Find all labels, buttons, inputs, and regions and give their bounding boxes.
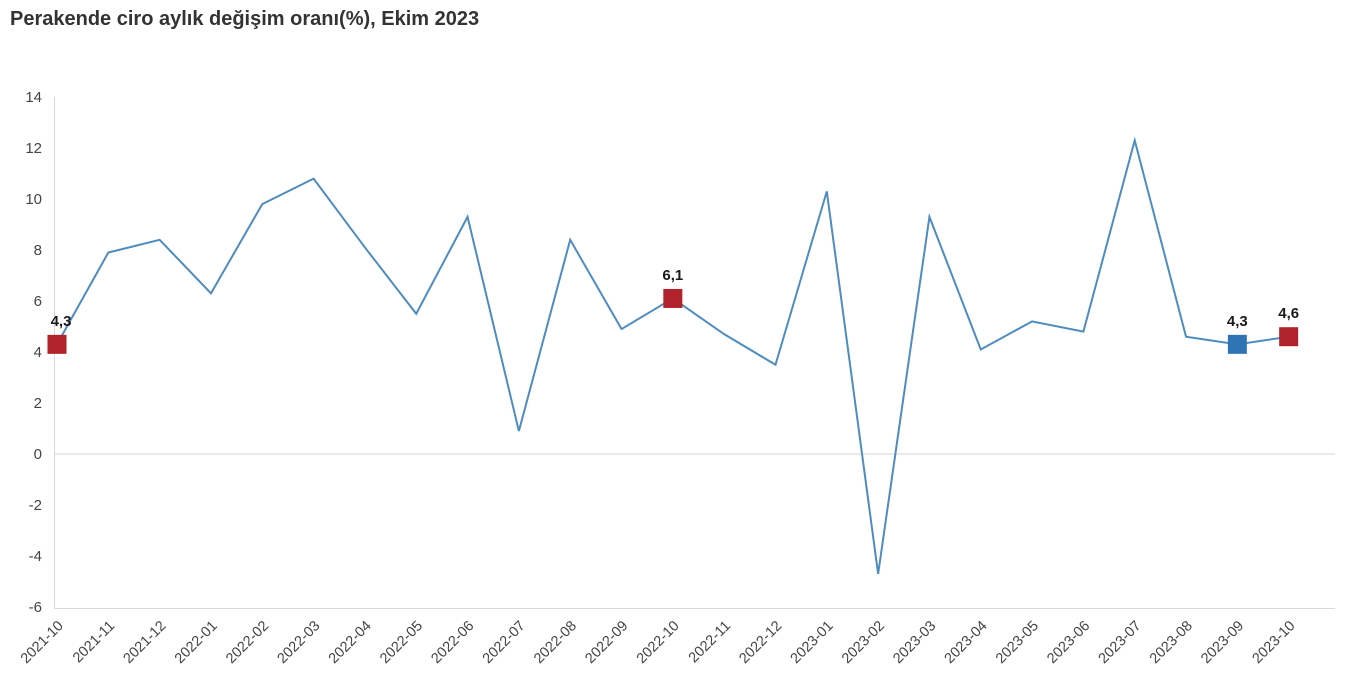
point-marker-2023-09 [1227,334,1247,354]
y-axis-tick-label: 10 [25,191,42,208]
x-axis-tick-label: 2022-05 [377,618,426,667]
x-axis-tick-label: 2021-12 [121,618,170,667]
y-axis-tick-label: 0 [34,446,42,463]
x-axis-tick-label: 2023-01 [788,618,837,667]
x-axis-tick-label: 2022-02 [223,618,272,667]
y-axis-tick-label: 2 [34,395,42,412]
x-axis-tick-label: 2021-10 [18,618,67,667]
x-axis-tick-label: 2023-03 [890,618,939,667]
y-axis-tick-label: 4 [34,344,42,361]
x-axis-tick-label: 2023-05 [993,618,1042,667]
x-axis-tick-label: 2023-04 [942,618,991,667]
y-axis-tick-label: 6 [34,293,42,310]
point-marker-2021-10 [47,334,67,354]
chart-title: Perakende ciro aylık değişim oranı(%), E… [10,8,480,30]
x-axis-tick-label: 2022-04 [326,618,375,667]
y-axis-tick-label: -4 [29,548,42,565]
x-axis-tick-label: 2023-10 [1250,618,1299,667]
point-marker-2022-10 [663,288,683,308]
point-value-label-2023-10: 4,6 [1278,305,1299,322]
x-axis-tick-label: 2022-03 [274,618,323,667]
x-axis-tick-label: 2023-06 [1044,618,1093,667]
x-axis-tick-label: 2022-07 [480,618,529,667]
point-value-label-2022-10: 6,1 [662,267,683,284]
x-axis-tick-label: 2022-01 [172,618,221,667]
y-axis-tick-label: 12 [25,140,42,157]
x-axis-tick-label: 2023-07 [1096,618,1145,667]
x-axis-tick-label: 2022-12 [736,618,785,667]
x-axis-tick-label: 2022-10 [634,618,683,667]
x-axis-tick-label: 2022-11 [686,618,734,666]
x-axis-tick-label: 2021-11 [70,618,118,666]
y-axis-tick-label: -2 [29,497,42,514]
point-value-label-2023-09: 4,3 [1227,313,1248,330]
x-axis-tick-label: 2023-08 [1147,618,1196,667]
x-axis-tick-label: 2022-08 [531,618,580,667]
x-axis-tick-label: 2022-06 [428,618,477,667]
y-axis-tick-label: 8 [34,242,42,259]
y-axis-tick-label: 14 [25,89,42,106]
point-value-label-2021-10: 4,3 [51,313,72,330]
series-line [56,136,1289,574]
point-marker-2023-10 [1279,327,1299,347]
x-axis-tick-label: 2022-09 [582,618,631,667]
x-axis-tick-label: 2023-02 [839,618,888,667]
x-axis-tick-label: 2023-09 [1198,618,1247,667]
y-axis-tick-label: -6 [29,599,42,616]
